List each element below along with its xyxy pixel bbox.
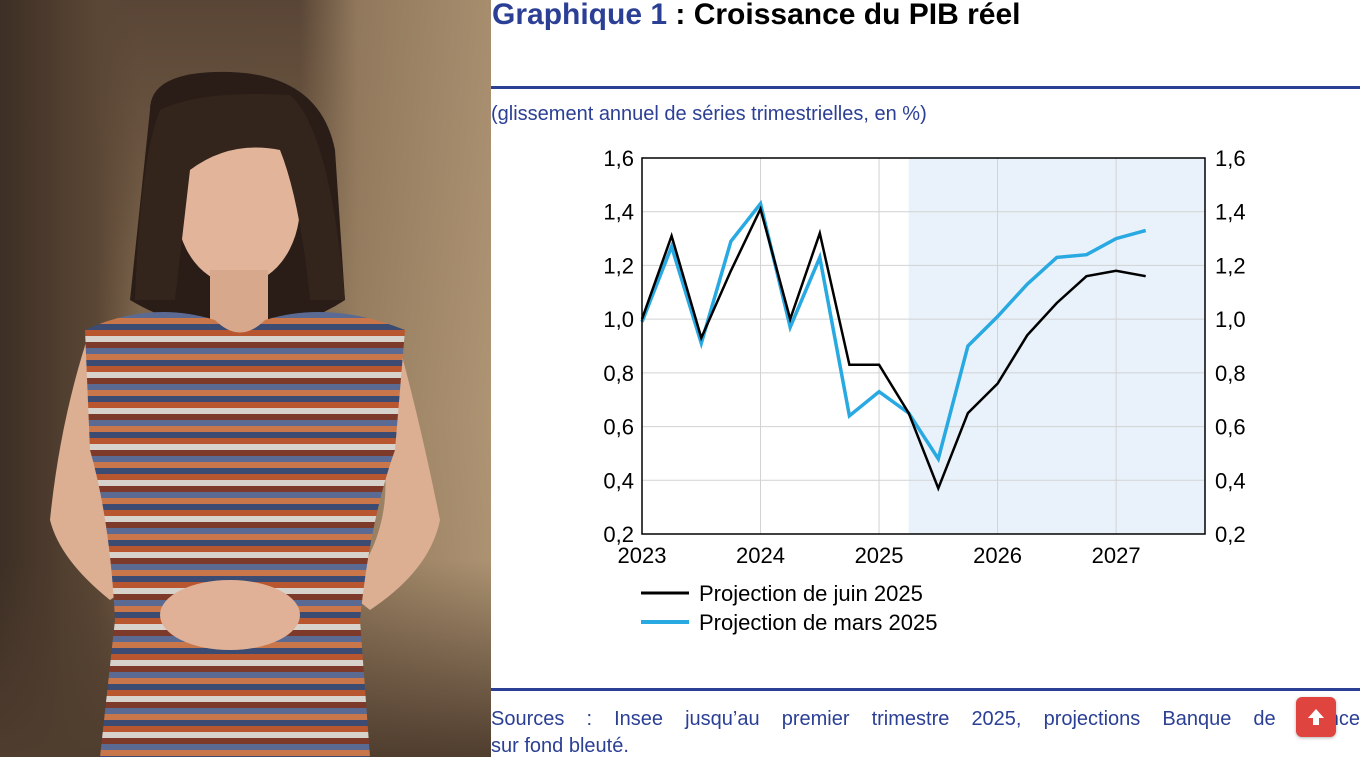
presenter-figure — [50, 71, 440, 757]
y-tick-label-right: 0,2 — [1215, 522, 1246, 547]
top-divider — [491, 86, 1360, 89]
y-tick-label-left: 1,0 — [603, 307, 634, 332]
y-tick-label-left: 1,6 — [603, 146, 634, 171]
y-tick-label-left: 0,2 — [603, 522, 634, 547]
x-tick-label: 2024 — [736, 543, 785, 568]
x-tick-label: 2026 — [973, 543, 1022, 568]
chart-subtitle: (glissement annuel de séries trimestriel… — [491, 103, 927, 125]
series-line-juin-2025 — [640, 205, 1146, 492]
arrow-up-icon — [1308, 709, 1324, 725]
y-tick-label-right: 1,4 — [1215, 200, 1246, 225]
plot-frame — [641, 157, 1206, 535]
y-tick-label-right: 1,0 — [1215, 307, 1246, 332]
x-tick-label: 2027 — [1092, 543, 1141, 568]
presenter-video — [0, 0, 491, 757]
y-tick-label-right: 1,6 — [1215, 146, 1246, 171]
gdp-growth-chart: 0,2 0,2 0,4 0,4 0,6 0,6 0,8 0,8 1,0 1,0 1,2 1,2 1,4 1… — [603, 146, 1245, 635]
x-tick-label: 2023 — [618, 543, 667, 568]
slide-title-text: : Croissance du PIB réel — [667, 0, 1021, 31]
axis-labels-layer: 0,2 0,2 0,4 0,4 0,6 0,6 0,8 0,8 1,0 1,0 1,2 1,2 1,4 1… — [603, 146, 1245, 568]
slide-title-prefix: Graphique 1 — [492, 0, 668, 31]
sources-note: Sources : Insee jusqu’au premier trimest… — [491, 706, 1360, 757]
sources-line-1: Sources : Insee jusqu’au premier trimest… — [491, 708, 1360, 730]
legend-label: Projection de mars 2025 — [699, 610, 937, 635]
slide-panel: Graphique 1 : Croissance du PIB réel (gl… — [491, 0, 1360, 757]
series-line-mars-2025 — [640, 199, 1147, 464]
y-tick-label-right: 1,2 — [1215, 253, 1246, 278]
bottom-divider — [491, 688, 1360, 691]
y-tick-label-left: 1,4 — [603, 200, 634, 225]
y-tick-label-left: 1,2 — [603, 253, 634, 278]
scroll-top-button[interactable] — [1296, 697, 1336, 737]
x-tick-label: 2025 — [855, 543, 904, 568]
y-tick-label-right: 0,6 — [1215, 415, 1246, 440]
series-layer — [640, 199, 1147, 492]
slide-title: Graphique 1 : Croissance du PIB réel — [492, 0, 1021, 32]
legend: Projection de juin 2025 Projection de mar… — [641, 581, 937, 635]
y-tick-label-left: 0,4 — [603, 468, 634, 493]
y-tick-label-right: 0,8 — [1215, 361, 1246, 386]
sources-line-2: sur fond bleuté. — [491, 735, 629, 757]
y-tick-label-left: 0,8 — [603, 361, 634, 386]
plot-frame-layer — [641, 157, 1206, 535]
y-tick-label-right: 0,4 — [1215, 468, 1246, 493]
legend-label: Projection de juin 2025 — [699, 581, 923, 606]
projection-shade — [908, 158, 1205, 534]
projection-shade-layer — [908, 158, 1205, 534]
y-tick-label-left: 0,6 — [603, 415, 634, 440]
